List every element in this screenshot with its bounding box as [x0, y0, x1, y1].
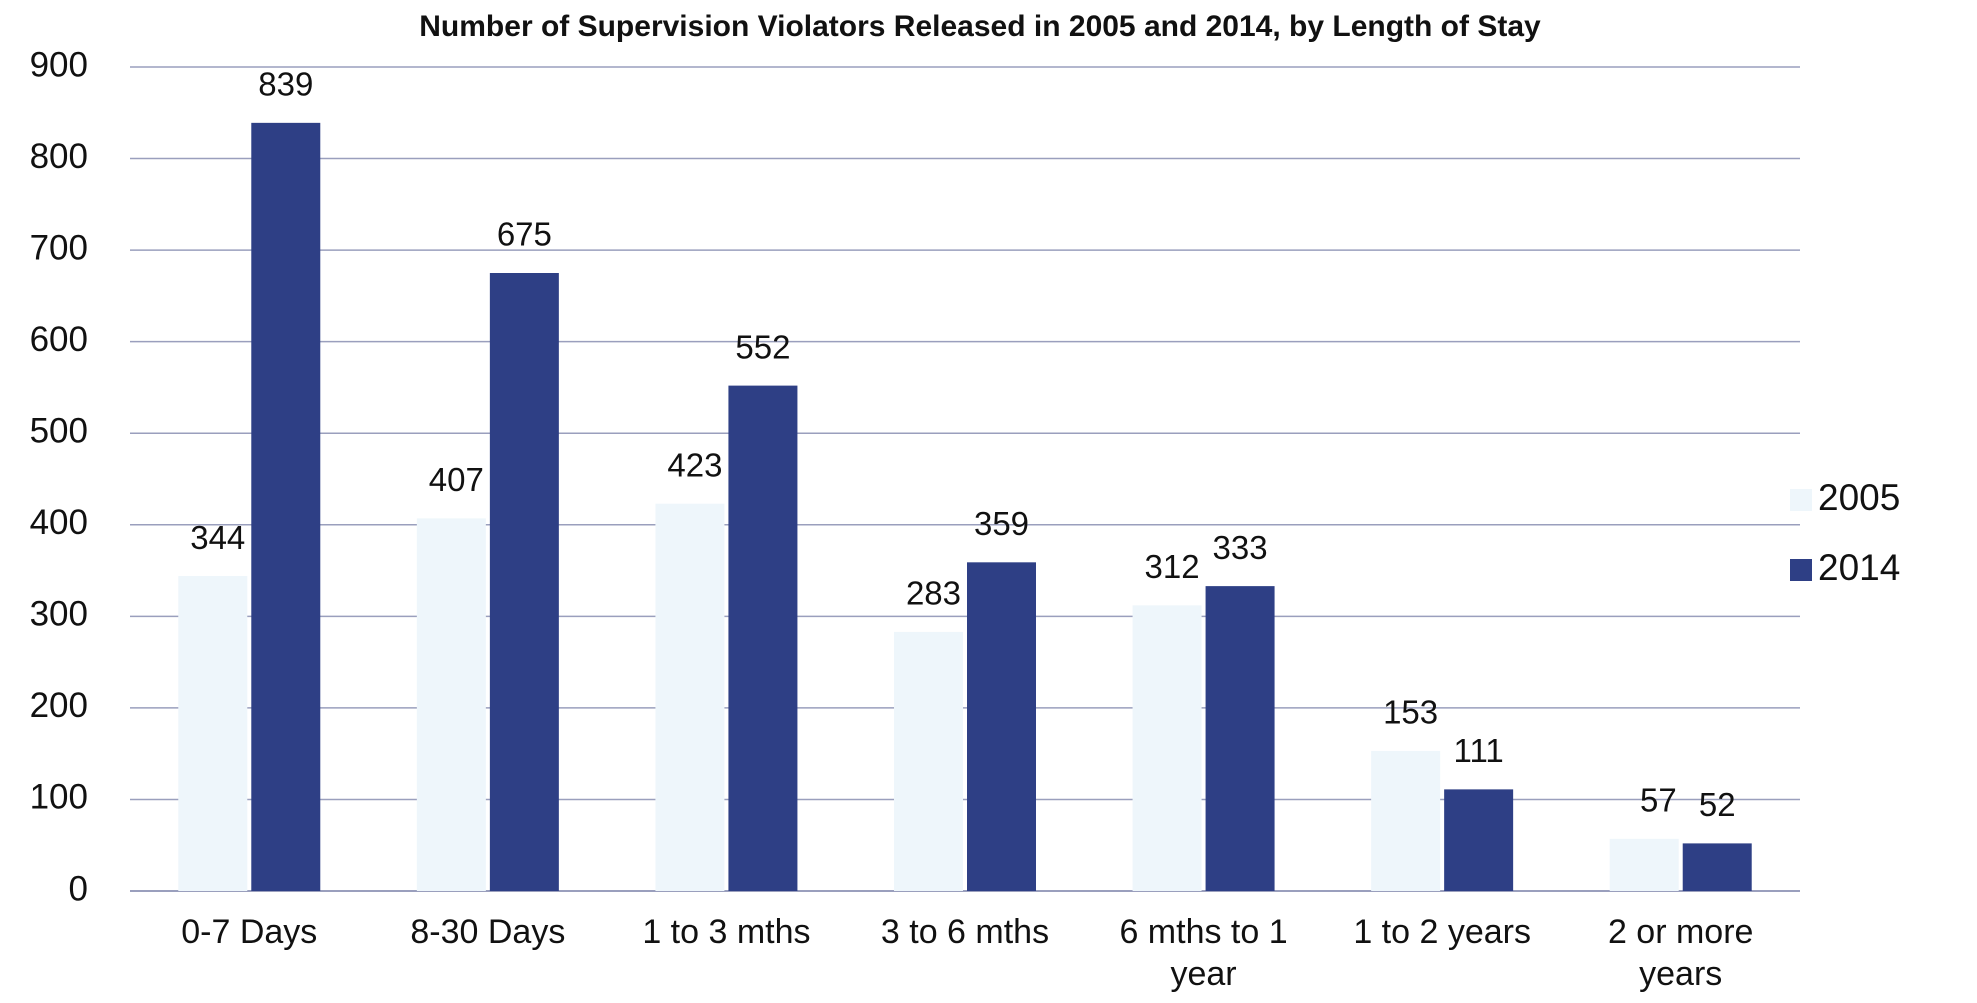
y-tick-label: 600: [30, 320, 88, 359]
data-label: 839: [258, 66, 313, 103]
y-tick-label: 200: [30, 686, 88, 725]
bar: [251, 122, 321, 892]
data-label: 153: [1383, 694, 1438, 731]
x-tick-label: 1 to 2 years: [1353, 913, 1531, 951]
y-tick-label: 700: [30, 228, 88, 267]
bar: [489, 273, 559, 891]
x-tick-label: 8-30 Days: [410, 913, 566, 951]
x-tick-label: 2 or more years: [1607, 913, 1754, 993]
data-label: 675: [497, 216, 552, 253]
x-tick-label: 1 to 3 mths: [642, 913, 811, 951]
bar: [416, 518, 486, 891]
data-label: 359: [974, 505, 1029, 542]
y-tick-label: 500: [30, 411, 88, 450]
bar: [1444, 789, 1514, 891]
bar: [728, 385, 798, 891]
data-label: 552: [735, 328, 790, 365]
data-label: 57: [1640, 782, 1677, 819]
bar: [178, 576, 248, 891]
chart-title: Number of Supervision Violators Released…: [419, 10, 1541, 43]
bar: [1682, 843, 1752, 891]
data-label: 111: [1454, 732, 1504, 769]
bar: [1205, 586, 1275, 891]
bar: [655, 503, 725, 891]
y-tick-label: 100: [30, 778, 88, 817]
data-label: 52: [1699, 786, 1736, 823]
y-tick-label: 400: [30, 503, 88, 542]
x-tick-label: 0-7 Days: [181, 913, 318, 951]
bar: [967, 562, 1036, 891]
y-tick-label: 0: [69, 869, 88, 908]
data-label: 333: [1213, 529, 1268, 566]
data-label: 312: [1145, 548, 1200, 585]
y-tick-label: 900: [30, 45, 88, 84]
x-tick-label: 3 to 6 mths: [880, 913, 1050, 951]
x-tick-label: 6 mths to 1 year: [1119, 913, 1288, 993]
legend-label: 2005: [1818, 477, 1900, 518]
y-tick-label: 800: [30, 137, 88, 176]
data-label: 407: [429, 461, 484, 498]
bar: [1371, 750, 1441, 891]
legend-swatch: [1790, 559, 1812, 581]
bar: [1132, 605, 1202, 891]
data-label: 344: [190, 519, 245, 556]
bar: [1609, 838, 1679, 891]
bar: [894, 631, 963, 891]
data-label: 283: [906, 575, 961, 612]
y-tick-label: 300: [30, 595, 88, 634]
legend-swatch: [1790, 489, 1812, 511]
data-label: 423: [667, 446, 722, 483]
legend-label: 2014: [1818, 547, 1900, 588]
